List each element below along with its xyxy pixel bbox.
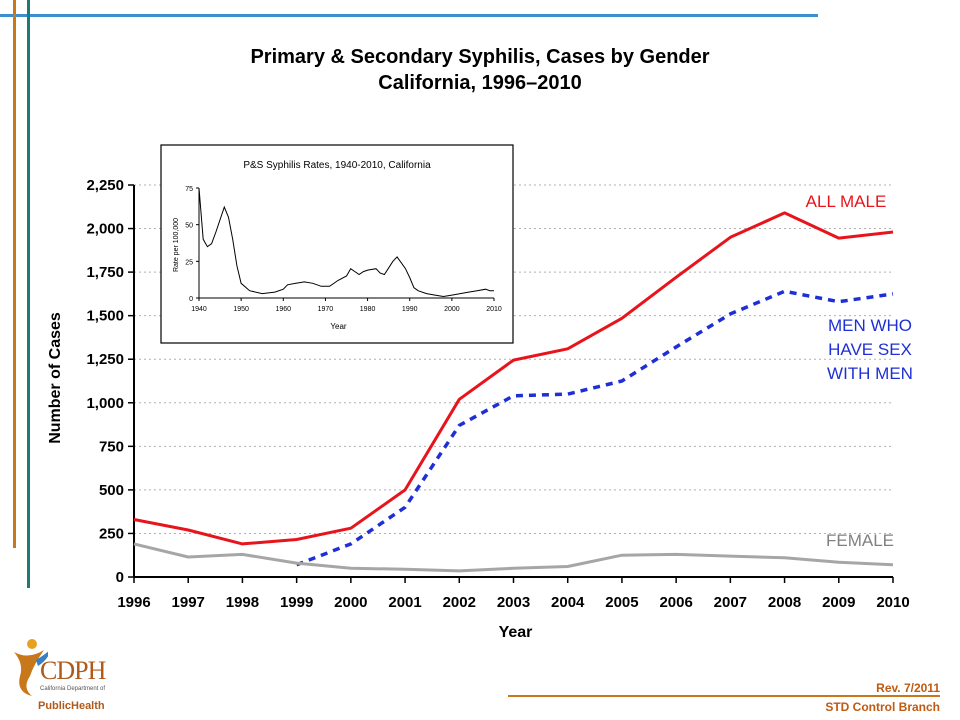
x-tick-label: 2007 [714, 594, 747, 611]
x-tick-label: 2000 [334, 594, 367, 611]
y-tick-label: 500 [99, 482, 124, 499]
x-tick-label: 2008 [768, 594, 801, 611]
series-msm-line [295, 289, 894, 567]
x-tick-label: 2001 [388, 594, 421, 611]
x-tick-label: 2009 [822, 594, 855, 611]
cdph-logo: CDPH California Department of PublicHeal… [8, 630, 118, 712]
y-tick-label: 1,250 [86, 351, 124, 368]
inset-x-tick-label: 1940 [191, 306, 207, 313]
y-tick-label: 250 [99, 525, 124, 542]
inset-y-axis-title: Rate per 100,000 [173, 218, 180, 272]
logo-subtitle: California Department of [40, 686, 106, 692]
chart-title: Primary & Secondary Syphilis, Cases by G… [160, 44, 800, 96]
inset-title: P&S Syphilis Rates, 1940-2010, Californi… [243, 160, 431, 171]
inset-rate-line [198, 187, 494, 298]
label-msm: MEN WHO HAVE SEX WITH MEN [827, 316, 913, 383]
inset-frame [160, 144, 514, 344]
title-line-1: Primary & Secondary Syphilis, Cases by G… [250, 46, 710, 68]
x-tick-label: 2006 [659, 594, 692, 611]
y-tick-label: 1,500 [86, 308, 124, 325]
top-rule [0, 14, 818, 17]
y-tick-label: 750 [99, 438, 124, 455]
inset-x-tick-label: 2010 [486, 306, 502, 313]
revision-date: Rev. 7/2011 [876, 681, 940, 695]
branch-name: STD Control Branch [825, 700, 940, 714]
inset-x-tick-label: 1980 [360, 306, 376, 313]
title-line-2: California, 1996–2010 [378, 72, 582, 94]
label-all-male: ALL MALE [806, 192, 887, 211]
inset-x-axis-title: Year [330, 322, 347, 331]
y-tick-label: 1,000 [86, 395, 124, 412]
x-tick-label: 1999 [280, 594, 313, 611]
x-tick-label: 2010 [876, 594, 909, 611]
inset-y-tick-label: 0 [189, 296, 193, 303]
x-axis-title: Year [499, 624, 533, 641]
label-female: FEMALE [826, 531, 894, 550]
logo-public-health: PublicHealth [38, 700, 105, 712]
inset-x-tick-label: 1950 [233, 306, 249, 313]
footer-rule [508, 695, 940, 697]
y-tick-label: 2,250 [86, 177, 124, 194]
inset-x-tick-label: 1970 [318, 306, 334, 313]
inset-x-tick-label: 2000 [444, 306, 460, 313]
inset-y-tick-label: 50 [185, 223, 193, 230]
inset-y-tick-label: 25 [185, 259, 193, 266]
y-tick-label: 2,000 [86, 221, 124, 238]
x-tick-label: 2003 [497, 594, 530, 611]
y-tick-label: 0 [116, 569, 124, 586]
logo-wordmark: CDPH [40, 656, 106, 685]
x-tick-label: 1996 [117, 594, 150, 611]
y-tick-label: 1,750 [86, 264, 124, 281]
x-tick-label: 1998 [226, 594, 259, 611]
x-tick-label: 2002 [443, 594, 476, 611]
series-female-line [133, 542, 894, 573]
inset-x-tick-label: 1990 [402, 306, 418, 313]
cdph-figure-icon [14, 639, 48, 696]
x-tick-label: 1997 [172, 594, 205, 611]
inset-x-tick-label: 1960 [275, 306, 291, 313]
left-orange-rule [13, 0, 16, 548]
x-tick-label: 2004 [551, 594, 585, 611]
x-tick-label: 2005 [605, 594, 638, 611]
inset-y-tick-label: 75 [185, 186, 193, 193]
left-teal-rule [27, 0, 30, 588]
y-axis-title: Number of Cases [47, 312, 64, 444]
